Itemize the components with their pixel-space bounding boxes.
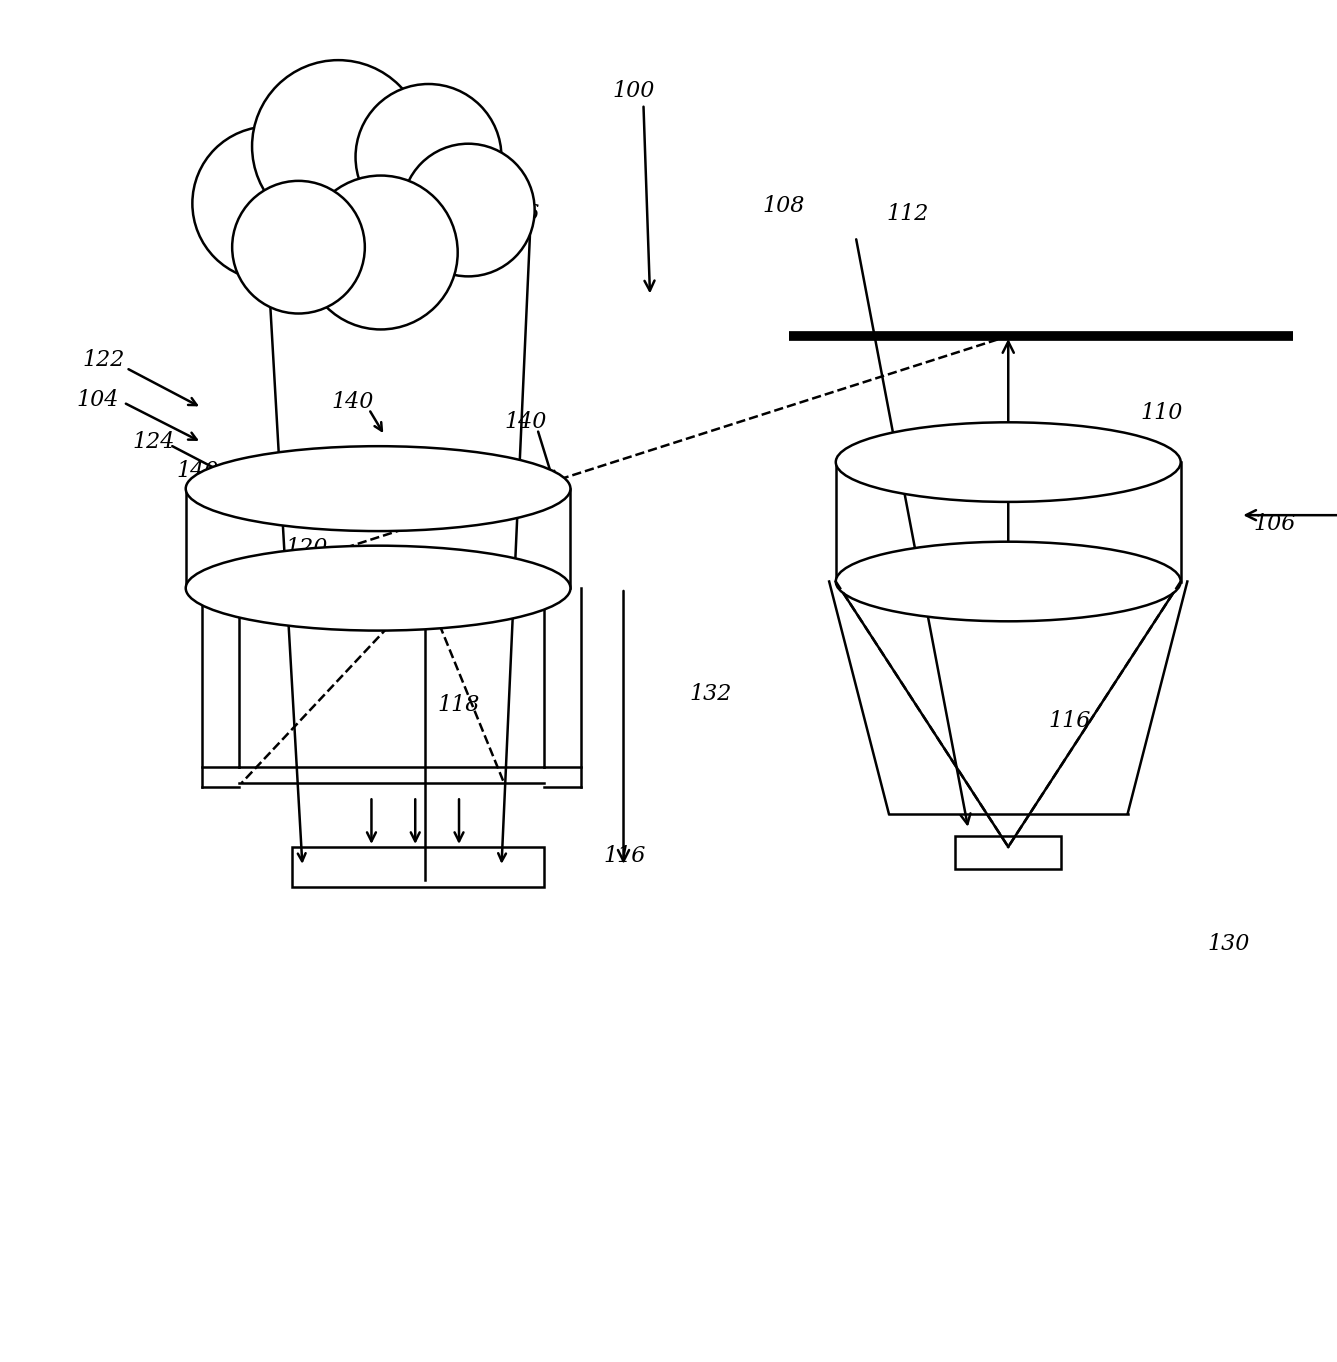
Circle shape bbox=[253, 60, 425, 233]
Text: 118: 118 bbox=[437, 693, 480, 716]
Text: 117: 117 bbox=[374, 212, 417, 234]
Text: 116: 116 bbox=[603, 844, 646, 868]
Text: 140: 140 bbox=[504, 411, 547, 433]
Text: 112: 112 bbox=[886, 203, 929, 225]
Text: 100: 100 bbox=[612, 79, 655, 102]
Circle shape bbox=[356, 84, 501, 230]
Bar bbox=[291, 847, 544, 887]
Text: 130: 130 bbox=[1207, 933, 1250, 955]
Circle shape bbox=[193, 127, 346, 281]
Text: 140: 140 bbox=[332, 391, 374, 414]
Text: 108: 108 bbox=[763, 195, 805, 217]
Bar bbox=[955, 836, 1062, 869]
Text: 104: 104 bbox=[78, 388, 119, 411]
Text: 124: 124 bbox=[132, 432, 175, 454]
Circle shape bbox=[213, 50, 517, 355]
Ellipse shape bbox=[836, 422, 1181, 503]
Ellipse shape bbox=[836, 542, 1181, 621]
Circle shape bbox=[402, 144, 535, 276]
Ellipse shape bbox=[186, 447, 571, 531]
Text: 126: 126 bbox=[497, 203, 540, 225]
Text: 129: 129 bbox=[369, 129, 412, 151]
Text: 132: 132 bbox=[690, 684, 733, 706]
Text: 114: 114 bbox=[913, 580, 955, 602]
Circle shape bbox=[233, 181, 365, 313]
Text: 110: 110 bbox=[1140, 402, 1183, 424]
Text: 140: 140 bbox=[176, 460, 219, 482]
Text: 120: 120 bbox=[285, 538, 328, 560]
Ellipse shape bbox=[186, 546, 571, 631]
Text: 106: 106 bbox=[1254, 513, 1296, 535]
Text: 116: 116 bbox=[1048, 710, 1091, 731]
Text: 122: 122 bbox=[83, 349, 124, 370]
Circle shape bbox=[303, 176, 457, 330]
Text: 128: 128 bbox=[206, 203, 247, 225]
